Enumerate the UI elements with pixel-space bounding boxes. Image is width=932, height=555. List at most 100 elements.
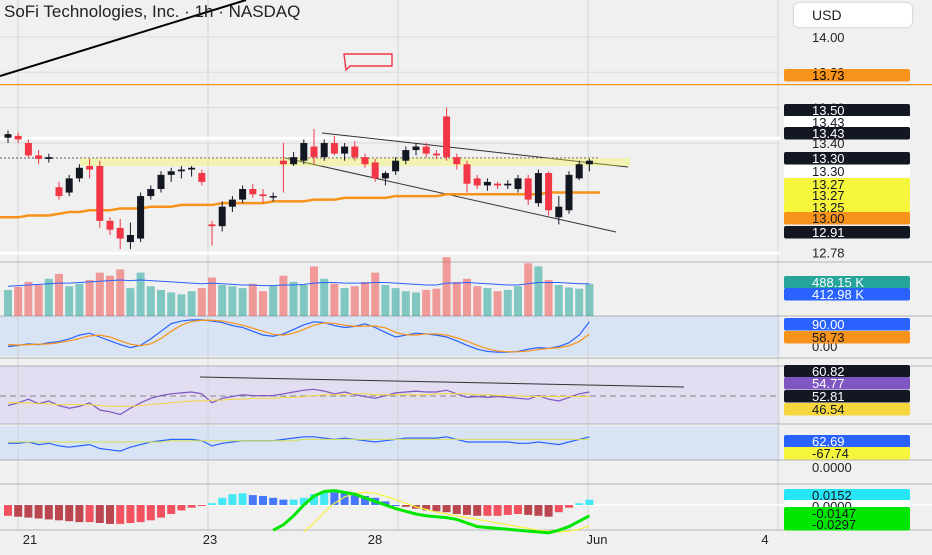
price-axis-label: 13.30 <box>784 151 910 166</box>
price-axis-label: 52.81 <box>784 389 910 404</box>
volume-bar <box>167 292 176 316</box>
candle-body <box>45 157 53 159</box>
currency-button[interactable]: USD <box>794 3 912 27</box>
price-label-text: 62.69 <box>812 434 845 449</box>
macd-histogram-bar <box>299 497 308 505</box>
price-axis-label: 90.00 <box>784 317 910 332</box>
volume-bar <box>483 288 492 316</box>
candle-body <box>198 173 206 182</box>
volume-bar <box>218 285 227 316</box>
price-label-text: 52.81 <box>812 389 845 404</box>
volume-bar <box>452 281 461 316</box>
price-axis-label: 62.69 <box>784 434 910 449</box>
rsi-ma-line <box>8 393 590 407</box>
price-label-text: 60.82 <box>812 364 845 379</box>
macd-histogram-bar <box>422 505 431 511</box>
macd-histogram-bar <box>34 505 43 519</box>
macd-histogram-bar <box>340 493 349 505</box>
candle-body <box>371 162 379 179</box>
candle-body <box>432 153 440 156</box>
macd-histogram-bar <box>248 495 257 505</box>
price-axis-label: 0.0152 <box>784 488 910 503</box>
macd-histogram-bar <box>452 505 461 514</box>
channel-top-line <box>321 132 629 168</box>
price-label-badge <box>784 69 910 82</box>
price-axis-label: 60.82 <box>784 364 910 379</box>
volume-bar <box>575 288 584 316</box>
price-label-badge <box>784 435 910 448</box>
volume-bar <box>473 286 482 316</box>
candle-body <box>228 199 236 207</box>
volume-bar <box>146 286 155 316</box>
price-label-text: -67.74 <box>812 446 849 461</box>
candle-body <box>35 155 43 159</box>
price-label-text: -0.0147 <box>812 506 856 521</box>
volume-bar <box>75 283 84 316</box>
candle-body <box>208 224 216 227</box>
volume-bar <box>503 289 512 316</box>
macd-histogram-bar <box>146 505 155 521</box>
price-axis-label: 412.98 K <box>784 287 910 302</box>
macd-histogram-bar <box>524 505 533 515</box>
price-axis-label: 13.27 <box>784 177 910 192</box>
candle-body <box>300 143 308 161</box>
price-axis-label: 13.25 <box>784 200 910 215</box>
price-label-text: 13.43 <box>812 126 845 141</box>
time-axis-label: 28 <box>368 532 382 547</box>
volume-bar <box>330 283 339 316</box>
macd-histogram-bar <box>361 496 369 505</box>
candle-body <box>381 173 389 179</box>
candle-body <box>402 150 410 161</box>
price-label-text: 13.73 <box>812 68 845 83</box>
candle-body <box>422 146 430 154</box>
candle-body <box>259 194 267 197</box>
macd-histogram-bar <box>330 492 339 505</box>
macd-histogram-bar <box>177 505 186 511</box>
price-label-badge <box>784 104 910 117</box>
volume-bar <box>289 281 298 316</box>
volume-bar <box>85 280 94 316</box>
candle-body <box>96 166 104 221</box>
candle-body <box>565 174 573 211</box>
macd-histogram-bar <box>493 505 502 516</box>
volume-bar <box>371 272 380 316</box>
macd-histogram-bar <box>238 493 247 505</box>
volume-bar <box>524 263 533 316</box>
price-label-text: 13.43 <box>812 115 845 130</box>
price-axis-label: -67.74 <box>784 446 910 461</box>
price-label-badge <box>784 365 910 378</box>
price-label-text: 13.25 <box>812 200 845 215</box>
price-axis-label: 13.00 <box>784 211 910 226</box>
macd-histogram-bar <box>75 505 84 523</box>
price-axis-label: 13.27 <box>784 188 910 203</box>
macd-histogram-bar <box>544 505 553 517</box>
price-tick-label: 12.78 <box>812 246 845 261</box>
price-axis-label: 13.50 <box>784 103 910 118</box>
candle-body <box>514 178 522 189</box>
macd-histogram-bar <box>503 505 512 515</box>
candle-body <box>75 167 83 179</box>
chart-title: SoFi Technologies, Inc. · 1h · NASDAQ <box>4 2 301 21</box>
time-axis-label: 21 <box>23 532 37 547</box>
price-tick-label: 14.00 <box>812 30 845 45</box>
macd-histogram-bar <box>575 503 584 505</box>
price-label-text: -0.0297 <box>812 517 856 532</box>
candle-body <box>24 143 32 156</box>
candle-body <box>453 157 461 165</box>
price-label-badge <box>784 127 910 140</box>
price-label-text: 13.00 <box>812 211 845 226</box>
price-label-badge <box>784 447 910 460</box>
price-axis-label: 13.43 <box>784 115 910 130</box>
price-label-text: 58.73 <box>812 330 845 345</box>
volume-bar <box>259 291 267 316</box>
price-label-badge <box>784 178 910 191</box>
price-label-badge <box>784 226 910 239</box>
macd-histogram-bar <box>106 505 114 524</box>
macd-histogram-bar <box>320 491 329 505</box>
macd-histogram-bar <box>391 505 400 506</box>
volume-bar <box>320 278 329 316</box>
price-level-line <box>0 251 780 255</box>
volume-ma-line <box>7 279 590 287</box>
